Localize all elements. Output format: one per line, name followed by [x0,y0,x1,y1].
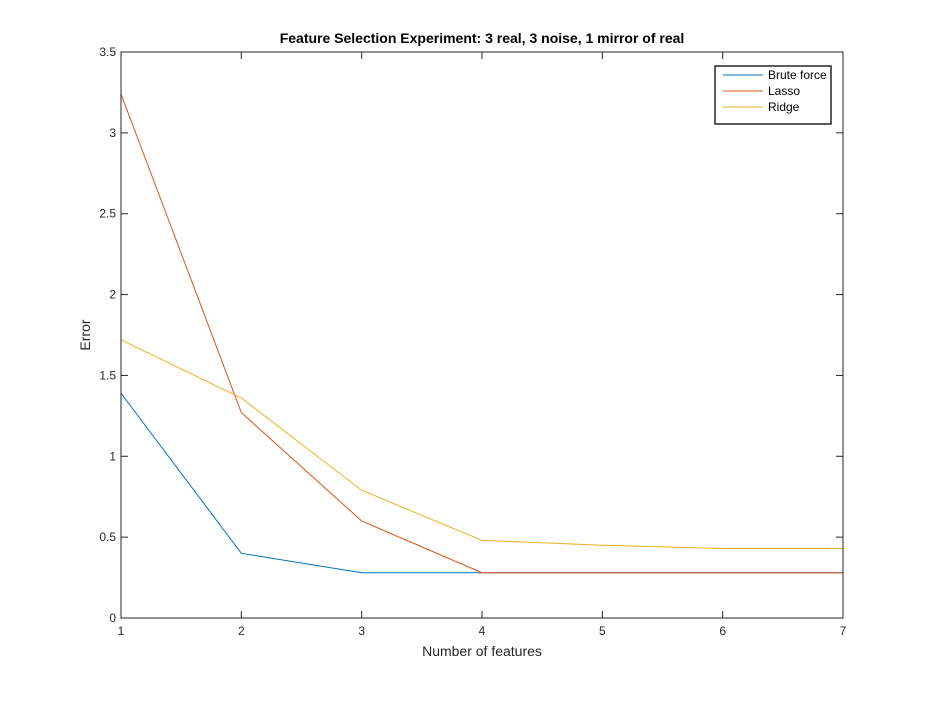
y-axis-label: Error [77,319,93,350]
series-line-ridge [120,339,843,549]
legend-label-brute-force: Brute force [768,68,827,82]
legend: Brute force Lasso Ridge [714,65,832,125]
y-tick-label: 2 [109,288,116,302]
legend-box [714,65,832,125]
x-tick-label: 2 [238,624,245,638]
chart-title: Feature Selection Experiment: 3 real, 3 … [280,30,685,46]
y-tick-label: 3 [109,126,116,140]
x-tick-label: 1 [118,624,125,638]
x-tick-label: 4 [479,624,486,638]
x-tick-label: 7 [840,624,847,638]
y-tick-label: 1 [109,449,116,463]
y-tick-label: 0 [109,611,116,625]
legend-label-ridge: Ridge [768,100,800,114]
plot-area [121,52,843,618]
y-tick-label: 1.5 [99,368,116,382]
series-layer [120,93,843,574]
y-tick-label: 0.5 [99,530,116,544]
series-line-lasso [120,93,843,574]
axes-layer: 1 2 3 4 5 6 7 0 0.5 1 1.5 2 2.5 3 3.5 [99,45,846,638]
x-axis-label: Number of features [422,643,542,659]
y-tick-label: 3.5 [99,45,116,59]
x-tick-label: 3 [358,624,365,638]
y-tick-label: 2.5 [99,207,116,221]
x-tick-label: 5 [599,624,606,638]
legend-label-lasso: Lasso [768,84,800,98]
x-tick-label: 6 [719,624,726,638]
